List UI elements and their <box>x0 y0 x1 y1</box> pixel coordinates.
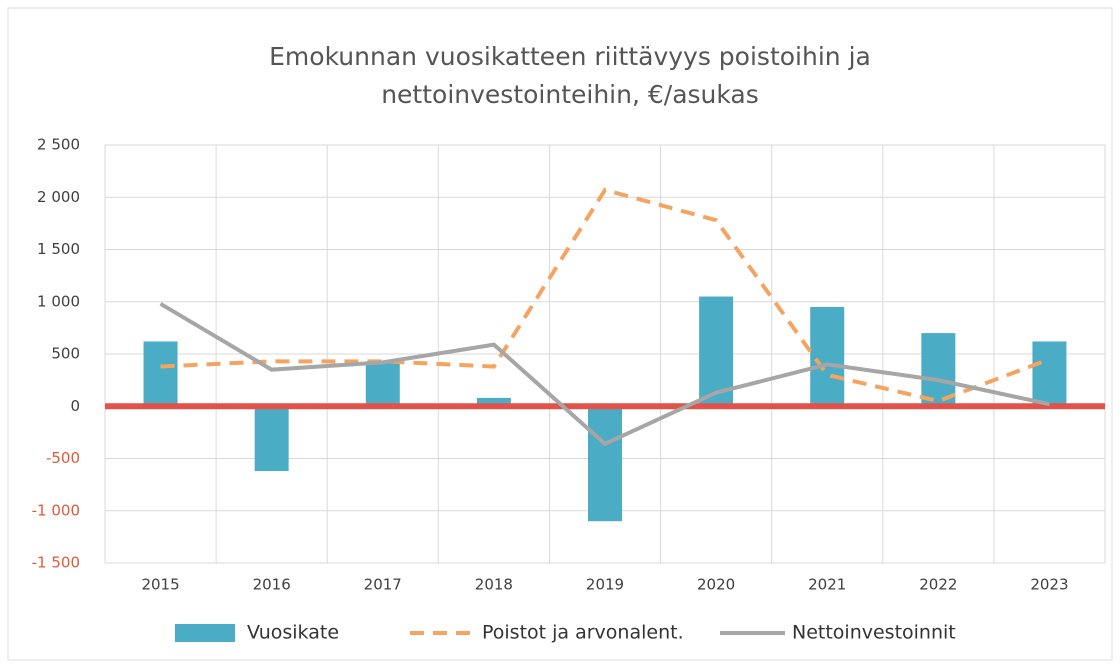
bar <box>810 306 845 407</box>
bar <box>588 406 622 522</box>
y-tick-label: 500 <box>51 345 80 363</box>
legend-label: Poistot ja arvonalent. <box>482 622 684 644</box>
bar <box>365 362 400 407</box>
x-tick-label: 2017 <box>364 576 402 594</box>
legend-label: Vuosikate <box>247 622 339 644</box>
y-tick-label: -1 500 <box>32 554 80 572</box>
y-tick-label: 2 500 <box>37 136 80 154</box>
bar <box>143 341 178 407</box>
bar <box>1032 341 1067 407</box>
y-tick-label: 0 <box>70 397 80 415</box>
chart-title: Emokunnan vuosikatteen riittävyys poisto… <box>269 42 871 71</box>
y-tick-label: 1 500 <box>37 240 80 258</box>
bar <box>254 406 289 472</box>
bar <box>921 333 956 407</box>
x-tick-label: 2022 <box>919 576 957 594</box>
y-tick-label: 1 000 <box>37 292 80 310</box>
x-tick-label: 2020 <box>697 576 735 594</box>
x-tick-label: 2021 <box>808 576 846 594</box>
x-tick-label: 2016 <box>253 576 291 594</box>
chart-title: nettoinvestointeihin, €/asukas <box>381 80 759 109</box>
line-series <box>159 302 1050 447</box>
y-tick-label: -500 <box>46 449 80 467</box>
y-tick-label: 2 000 <box>37 188 80 206</box>
x-tick-label: 2023 <box>1030 576 1068 594</box>
line-series <box>160 187 1051 404</box>
bar <box>476 397 511 407</box>
legend-label: Nettoinvestoinnit <box>792 622 956 644</box>
x-tick-label: 2019 <box>586 576 624 594</box>
x-tick-label: 2015 <box>141 576 179 594</box>
legend-swatch <box>175 624 235 642</box>
y-tick-label: -1 000 <box>32 501 80 519</box>
x-tick-label: 2018 <box>475 576 513 594</box>
